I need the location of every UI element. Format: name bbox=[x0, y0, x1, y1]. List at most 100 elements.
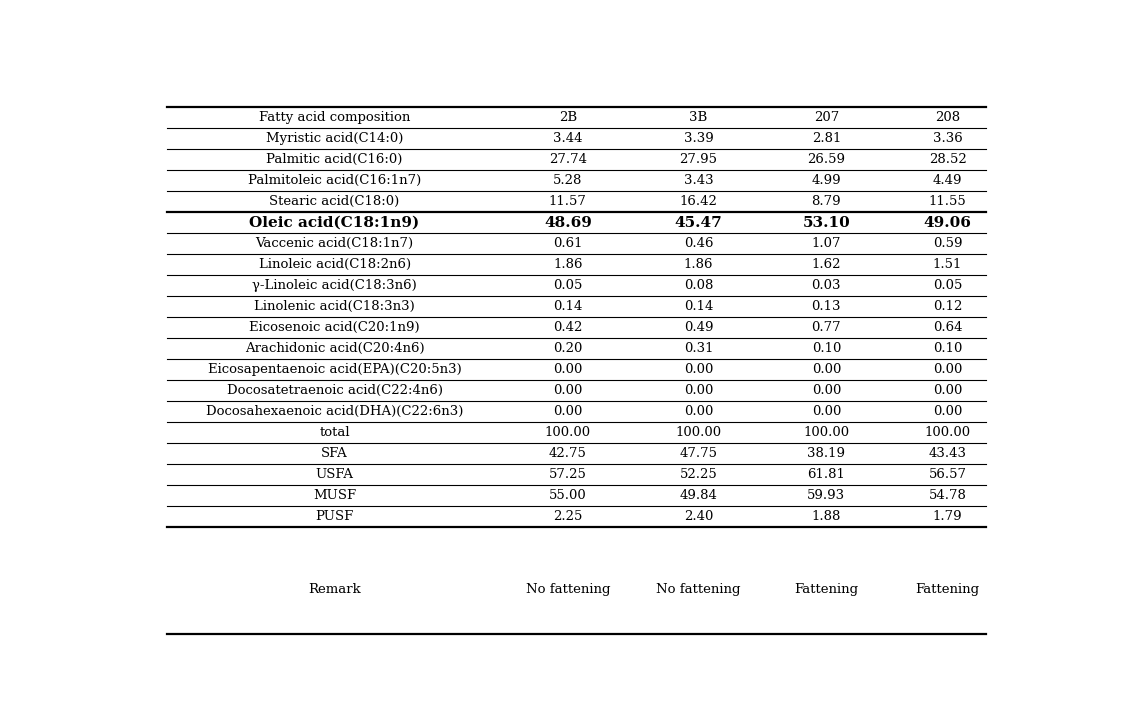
Text: USFA: USFA bbox=[316, 468, 353, 481]
Text: 27.95: 27.95 bbox=[680, 153, 718, 166]
Text: γ-Linoleic acid(C18:3n6): γ-Linoleic acid(C18:3n6) bbox=[252, 279, 417, 292]
Text: 3.39: 3.39 bbox=[684, 132, 713, 145]
Text: total: total bbox=[319, 427, 350, 439]
Text: 53.10: 53.10 bbox=[802, 215, 850, 229]
Text: 0.59: 0.59 bbox=[933, 237, 962, 250]
Text: 0.05: 0.05 bbox=[554, 279, 583, 292]
Text: 42.75: 42.75 bbox=[549, 447, 587, 460]
Text: 28.52: 28.52 bbox=[928, 153, 966, 166]
Text: 0.00: 0.00 bbox=[811, 363, 842, 376]
Text: Linolenic acid(C18:3n3): Linolenic acid(C18:3n3) bbox=[254, 300, 415, 313]
Text: 0.00: 0.00 bbox=[684, 405, 713, 419]
Text: 0.00: 0.00 bbox=[811, 384, 842, 397]
Text: 1.88: 1.88 bbox=[811, 510, 842, 523]
Text: Eicosenoic acid(C20:1n9): Eicosenoic acid(C20:1n9) bbox=[250, 321, 420, 334]
Text: Myristic acid(C14:0): Myristic acid(C14:0) bbox=[266, 132, 403, 145]
Text: 47.75: 47.75 bbox=[680, 447, 718, 460]
Text: Linoleic acid(C18:2n6): Linoleic acid(C18:2n6) bbox=[259, 258, 411, 271]
Text: 3.44: 3.44 bbox=[554, 132, 583, 145]
Text: 2.81: 2.81 bbox=[811, 132, 842, 145]
Text: 1.07: 1.07 bbox=[811, 237, 842, 250]
Text: 61.81: 61.81 bbox=[808, 468, 845, 481]
Text: Stearic acid(C18:0): Stearic acid(C18:0) bbox=[270, 195, 399, 208]
Text: 45.47: 45.47 bbox=[675, 215, 722, 229]
Text: 0.12: 0.12 bbox=[933, 300, 962, 313]
Text: Oleic acid(C18:1n9): Oleic acid(C18:1n9) bbox=[250, 215, 420, 229]
Text: Fatty acid composition: Fatty acid composition bbox=[259, 111, 411, 124]
Text: 0.08: 0.08 bbox=[684, 279, 713, 292]
Text: SFA: SFA bbox=[322, 447, 348, 460]
Text: 56.57: 56.57 bbox=[928, 468, 966, 481]
Text: 2B: 2B bbox=[559, 111, 577, 124]
Text: 0.00: 0.00 bbox=[684, 384, 713, 397]
Text: 1.51: 1.51 bbox=[933, 258, 962, 271]
Text: No fattening: No fattening bbox=[525, 582, 610, 596]
Text: 0.03: 0.03 bbox=[811, 279, 842, 292]
Text: 26.59: 26.59 bbox=[808, 153, 845, 166]
Text: 57.25: 57.25 bbox=[549, 468, 587, 481]
Text: 38.19: 38.19 bbox=[808, 447, 845, 460]
Text: 100.00: 100.00 bbox=[925, 427, 971, 439]
Text: Eicosapentaenoic acid(EPA)(C20:5n3): Eicosapentaenoic acid(EPA)(C20:5n3) bbox=[208, 363, 461, 376]
Text: 3.36: 3.36 bbox=[933, 132, 962, 145]
Text: 55.00: 55.00 bbox=[549, 489, 587, 502]
Text: 0.77: 0.77 bbox=[811, 321, 842, 334]
Text: 0.10: 0.10 bbox=[811, 342, 842, 355]
Text: Arachidonic acid(C20:4n6): Arachidonic acid(C20:4n6) bbox=[245, 342, 424, 355]
Text: 59.93: 59.93 bbox=[808, 489, 845, 502]
Text: 49.84: 49.84 bbox=[680, 489, 718, 502]
Text: 2.40: 2.40 bbox=[684, 510, 713, 523]
Text: 0.31: 0.31 bbox=[684, 342, 713, 355]
Text: 2.25: 2.25 bbox=[554, 510, 583, 523]
Text: 1.86: 1.86 bbox=[554, 258, 583, 271]
Text: 27.74: 27.74 bbox=[549, 153, 587, 166]
Text: 49.06: 49.06 bbox=[924, 215, 972, 229]
Text: 100.00: 100.00 bbox=[803, 427, 849, 439]
Text: 0.42: 0.42 bbox=[554, 321, 583, 334]
Text: 207: 207 bbox=[813, 111, 839, 124]
Text: Docosahexaenoic acid(DHA)(C22:6n3): Docosahexaenoic acid(DHA)(C22:6n3) bbox=[206, 405, 464, 419]
Text: 43.43: 43.43 bbox=[928, 447, 966, 460]
Text: 0.00: 0.00 bbox=[554, 405, 583, 419]
Text: 0.46: 0.46 bbox=[684, 237, 713, 250]
Text: 100.00: 100.00 bbox=[675, 427, 722, 439]
Text: Palmitic acid(C16:0): Palmitic acid(C16:0) bbox=[267, 153, 403, 166]
Text: 0.05: 0.05 bbox=[933, 279, 962, 292]
Text: 208: 208 bbox=[935, 111, 960, 124]
Text: No fattening: No fattening bbox=[656, 582, 741, 596]
Text: 0.00: 0.00 bbox=[554, 363, 583, 376]
Text: 0.64: 0.64 bbox=[933, 321, 962, 334]
Text: Remark: Remark bbox=[308, 582, 361, 596]
Text: 0.00: 0.00 bbox=[684, 363, 713, 376]
Text: 54.78: 54.78 bbox=[928, 489, 966, 502]
Text: 11.57: 11.57 bbox=[549, 195, 587, 208]
Text: 8.79: 8.79 bbox=[811, 195, 842, 208]
Text: 0.00: 0.00 bbox=[554, 384, 583, 397]
Text: 1.86: 1.86 bbox=[684, 258, 713, 271]
Text: 3B: 3B bbox=[690, 111, 708, 124]
Text: 0.00: 0.00 bbox=[811, 405, 842, 419]
Text: Docosatetraenoic acid(C22:4n6): Docosatetraenoic acid(C22:4n6) bbox=[226, 384, 442, 397]
Text: Fattening: Fattening bbox=[916, 582, 980, 596]
Text: MUSF: MUSF bbox=[313, 489, 357, 502]
Text: 0.00: 0.00 bbox=[933, 363, 962, 376]
Text: 1.79: 1.79 bbox=[933, 510, 962, 523]
Text: 0.49: 0.49 bbox=[684, 321, 713, 334]
Text: 0.13: 0.13 bbox=[811, 300, 842, 313]
Text: 4.99: 4.99 bbox=[811, 174, 842, 187]
Text: 5.28: 5.28 bbox=[554, 174, 583, 187]
Text: Fattening: Fattening bbox=[794, 582, 858, 596]
Text: Palmitoleic acid(C16:1n7): Palmitoleic acid(C16:1n7) bbox=[248, 174, 421, 187]
Text: 0.10: 0.10 bbox=[933, 342, 962, 355]
Text: 11.55: 11.55 bbox=[928, 195, 966, 208]
Text: PUSF: PUSF bbox=[315, 510, 353, 523]
Text: 0.14: 0.14 bbox=[554, 300, 583, 313]
Text: Vaccenic acid(C18:1n7): Vaccenic acid(C18:1n7) bbox=[255, 237, 414, 250]
Text: 4.49: 4.49 bbox=[933, 174, 962, 187]
Text: 48.69: 48.69 bbox=[543, 215, 592, 229]
Text: 1.62: 1.62 bbox=[811, 258, 842, 271]
Text: 100.00: 100.00 bbox=[544, 427, 591, 439]
Text: 0.20: 0.20 bbox=[554, 342, 583, 355]
Text: 52.25: 52.25 bbox=[680, 468, 718, 481]
Text: 0.14: 0.14 bbox=[684, 300, 713, 313]
